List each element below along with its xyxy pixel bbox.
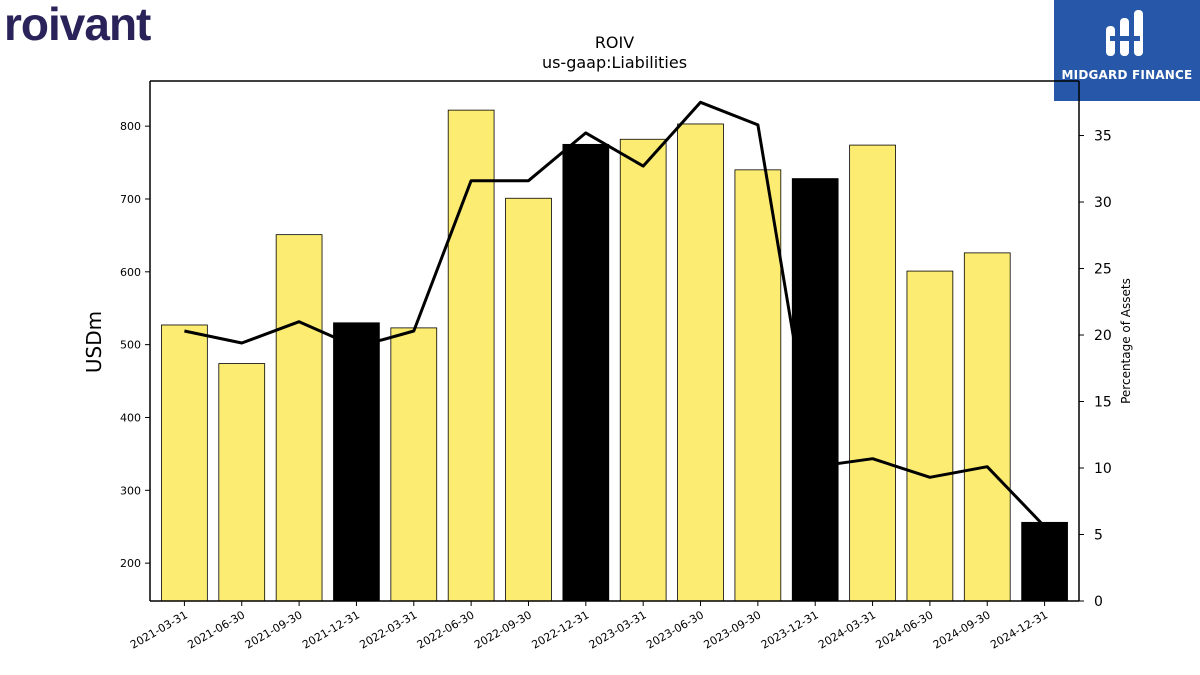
y-tick-label: 600 [120,266,141,279]
midgard-finance-name: MIDGARD FINANCE [1061,68,1193,82]
y-tick-label: 300 [120,484,141,497]
bar [447,109,495,602]
y2-tick-label: 0 [1094,594,1103,610]
chart-subtitle: us-gaap:Liabilities [542,53,687,72]
y-tick-label: 800 [120,120,141,133]
y2-axis-title: Percentage of Assets [1119,278,1133,404]
bar [390,327,438,602]
y2-tick-label: 5 [1094,528,1103,544]
y-tick-label: 700 [120,193,141,206]
bar [963,252,1011,602]
bar [505,197,552,602]
x-tick-label: 2023-09-30 [701,608,763,651]
x-tick-label: 2021-03-31 [128,608,190,651]
bar [1021,521,1068,602]
bar [275,234,323,602]
y-tick-label: 400 [120,411,141,424]
bar [218,363,266,602]
x-tick-label: 2021-06-30 [185,608,247,651]
x-tick-label: 2024-12-31 [988,608,1050,651]
x-tick-label: 2024-09-30 [931,608,993,651]
y-tick-label: 500 [120,339,141,352]
x-tick-label: 2022-09-30 [472,608,534,651]
x-tick-label: 2022-03-31 [357,608,419,651]
x-tick-label: 2021-09-30 [243,608,305,651]
x-tick-label: 2021-12-31 [300,608,362,651]
x-tick-label: 2024-03-31 [816,608,878,651]
bar [333,322,380,602]
x-tick-label: 2024-06-30 [874,608,936,651]
y2-tick-label: 15 [1094,395,1112,411]
y-tick-label: 200 [120,557,141,570]
x-tick-label: 2022-06-30 [415,608,477,651]
midgard-emblem-icon [1106,10,1143,56]
bar [734,169,782,602]
x-tick-label: 2023-06-30 [644,608,706,651]
bar [161,324,208,602]
x-tick-label: 2022-12-31 [529,608,591,651]
chart-title: ROIV [595,33,634,52]
bar [677,123,724,602]
x-tick-label: 2023-12-31 [759,608,821,651]
y2-tick-label: 35 [1094,129,1112,145]
x-tick-label: 2023-03-31 [587,608,649,651]
bar [849,144,896,602]
y2-tick-label: 20 [1094,328,1112,344]
y2-tick-label: 30 [1094,195,1112,211]
bar [791,178,839,602]
roivant-logo: roivant [4,0,184,50]
bar [906,270,954,602]
y2-tick-label: 25 [1094,262,1112,278]
bar [562,143,610,602]
bar [619,138,667,602]
roivant-logo-text: roivant [4,2,151,46]
percentage-line [184,100,1046,528]
y-axis-title: USDm [82,311,106,373]
y2-tick-label: 10 [1094,461,1112,477]
